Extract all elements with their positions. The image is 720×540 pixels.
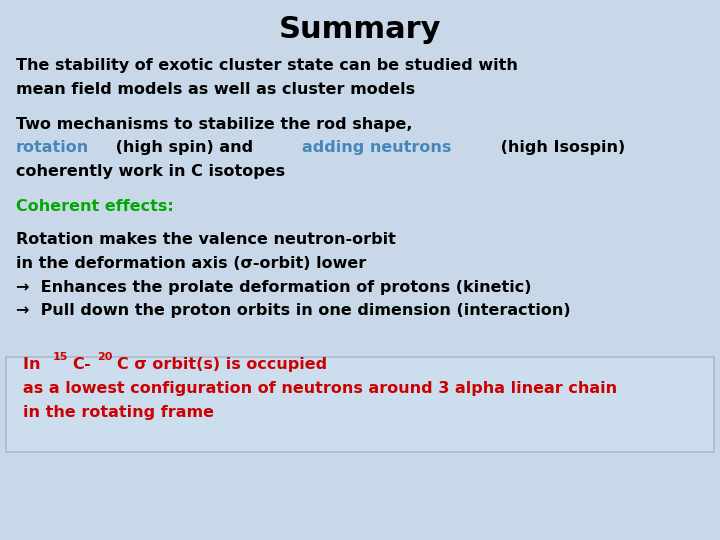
Text: C-: C- bbox=[73, 357, 91, 373]
Text: Summary: Summary bbox=[279, 15, 441, 44]
Text: rotation: rotation bbox=[16, 140, 89, 156]
Text: The stability of exotic cluster state can be studied with: The stability of exotic cluster state ca… bbox=[16, 58, 518, 73]
FancyBboxPatch shape bbox=[6, 357, 714, 452]
Text: in the rotating frame: in the rotating frame bbox=[23, 405, 214, 420]
Text: as a lowest configuration of neutrons around 3 alpha linear chain: as a lowest configuration of neutrons ar… bbox=[23, 381, 617, 396]
Text: C σ orbit(s) is occupied: C σ orbit(s) is occupied bbox=[117, 357, 327, 373]
Text: (high Isospin): (high Isospin) bbox=[495, 140, 625, 156]
Text: Rotation makes the valence neutron-orbit: Rotation makes the valence neutron-orbit bbox=[16, 232, 396, 247]
Text: 20: 20 bbox=[97, 352, 112, 362]
Text: Two mechanisms to stabilize the rod shape,: Two mechanisms to stabilize the rod shap… bbox=[16, 117, 413, 132]
Text: 15: 15 bbox=[53, 352, 68, 362]
Text: →  Pull down the proton orbits in one dimension (interaction): → Pull down the proton orbits in one dim… bbox=[16, 303, 570, 319]
Text: coherently work in C isotopes: coherently work in C isotopes bbox=[16, 164, 285, 179]
Text: adding neutrons: adding neutrons bbox=[302, 140, 451, 156]
Text: (high spin) and: (high spin) and bbox=[110, 140, 259, 156]
Text: mean field models as well as cluster models: mean field models as well as cluster mod… bbox=[16, 82, 415, 97]
Text: →  Enhances the prolate deformation of protons (kinetic): → Enhances the prolate deformation of pr… bbox=[16, 280, 531, 295]
Text: Coherent effects:: Coherent effects: bbox=[16, 199, 174, 214]
Text: In: In bbox=[23, 357, 46, 373]
Text: in the deformation axis (σ-orbit) lower: in the deformation axis (σ-orbit) lower bbox=[16, 256, 366, 271]
